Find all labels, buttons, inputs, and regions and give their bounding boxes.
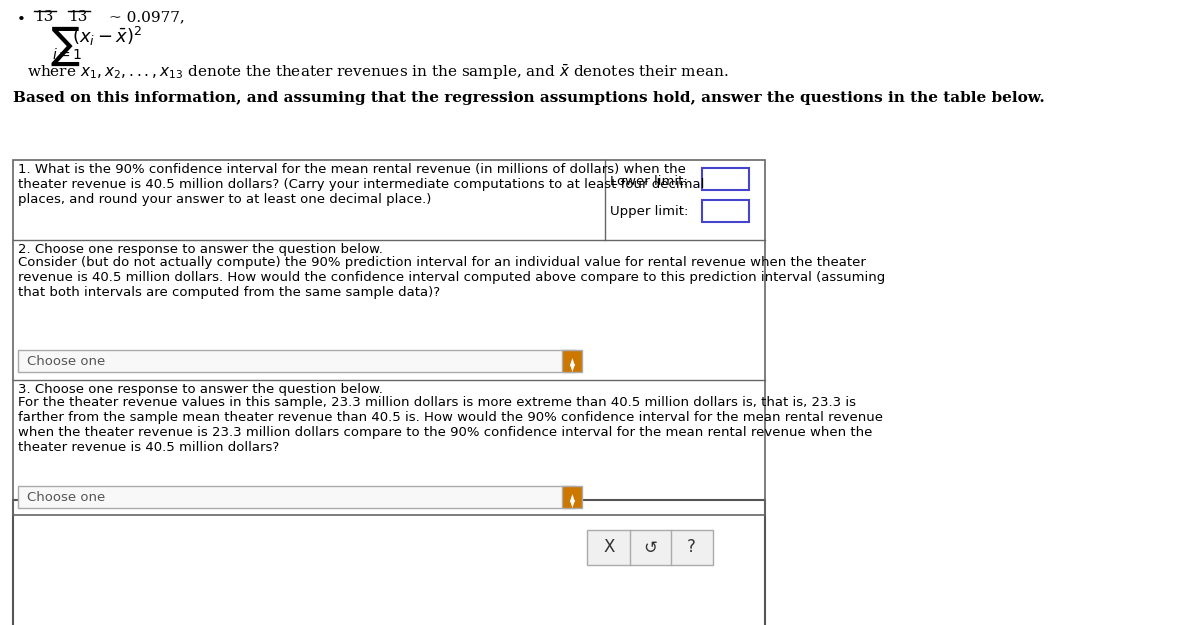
Bar [562, 486, 582, 508]
Bar [702, 200, 749, 222]
Text: where $x_1, x_2, ..., x_{13}$ denote the theater revenues in the sample, and $\b: where $x_1, x_2, ..., x_{13}$ denote the… [28, 63, 728, 82]
Text: $\sum$: $\sum$ [50, 25, 80, 68]
Text: 3. Choose one response to answer the question below.: 3. Choose one response to answer the que… [18, 383, 383, 396]
Bar [562, 350, 582, 372]
Text: ↺: ↺ [643, 539, 658, 556]
Text: ◄►: ◄► [566, 356, 577, 371]
Text: Lower limit:: Lower limit: [610, 175, 688, 188]
Text: 13: 13 [35, 10, 54, 24]
Text: 13: 13 [68, 10, 88, 24]
Text: $i=1$: $i=1$ [52, 47, 82, 62]
Text: X: X [604, 539, 616, 556]
Bar [18, 350, 576, 372]
Text: ~ 0.0977,: ~ 0.0977, [109, 10, 185, 24]
Text: 2. Choose one response to answer the question below.: 2. Choose one response to answer the que… [18, 243, 383, 256]
Text: ◄►: ◄► [566, 492, 577, 507]
Text: For the theater revenue values in this sample, 23.3 million dollars is more extr: For the theater revenue values in this s… [18, 396, 883, 454]
Text: Based on this information, and assuming that the regression assumptions hold, an: Based on this information, and assuming … [13, 91, 1044, 105]
Text: Consider (but do not actually compute) the 90% prediction interval for an indivi: Consider (but do not actually compute) t… [18, 256, 886, 299]
Text: Choose one: Choose one [28, 355, 106, 368]
Text: Choose one: Choose one [28, 491, 106, 504]
Bar [13, 160, 764, 515]
Text: $(x_i - \bar{x})^2$: $(x_i - \bar{x})^2$ [72, 25, 143, 48]
Bar [587, 530, 713, 565]
Text: •: • [17, 13, 25, 27]
Bar [702, 168, 749, 190]
Bar [18, 486, 576, 508]
Bar [13, 500, 764, 625]
Text: Upper limit:: Upper limit: [610, 205, 689, 218]
Text: 1. What is the 90% confidence interval for the mean rental revenue (in millions : 1. What is the 90% confidence interval f… [18, 163, 704, 206]
Text: ?: ? [686, 539, 695, 556]
